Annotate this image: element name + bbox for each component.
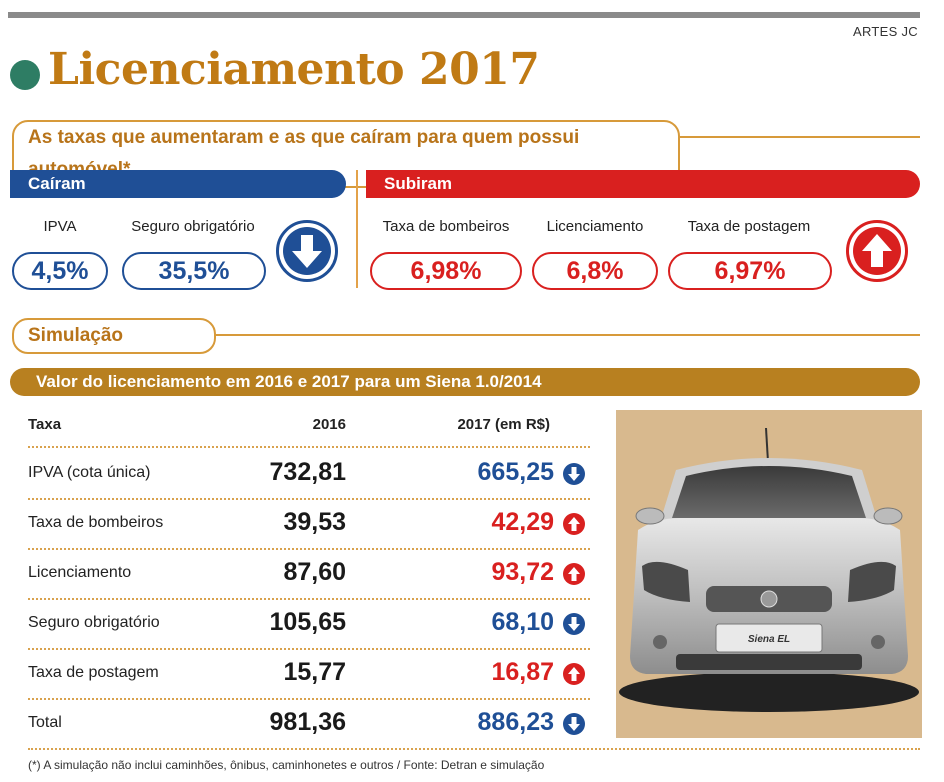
row-value-2017: 16,87 xyxy=(491,658,554,686)
rose-item-name: Licenciamento xyxy=(546,218,644,235)
row-value-2017: 42,29 xyxy=(491,508,554,536)
row-value-2016: 15,77 xyxy=(283,658,346,686)
rose-label: Subiram xyxy=(384,174,453,193)
row-value-2016: 39,53 xyxy=(283,508,346,536)
fell-item-value: 35,5% xyxy=(122,252,266,290)
row-separator xyxy=(28,598,590,600)
row-value-2016: 981,36 xyxy=(269,708,346,736)
row-separator xyxy=(28,498,590,500)
down-arrow-icon xyxy=(563,613,585,635)
row-value-2017: 93,72 xyxy=(491,558,554,586)
table-row: Taxa de bombeiros 39,53 42,29 xyxy=(28,500,590,550)
row-tax-name: Licenciamento xyxy=(28,564,132,581)
rose-item-value: 6,98% xyxy=(370,252,522,290)
row-separator xyxy=(28,446,590,448)
car-badge: Siena EL xyxy=(748,634,790,645)
credit: ARTES JC xyxy=(852,24,918,39)
up-arrow-icon xyxy=(563,663,585,685)
rose-item-value: 6,97% xyxy=(668,252,832,290)
down-arrow-icon xyxy=(563,463,585,485)
table-row: Total 981,36 886,23 xyxy=(28,700,590,750)
fell-label: Caíram xyxy=(28,174,86,193)
rose-item-value: 6,8% xyxy=(532,252,658,290)
row-tax-name: Taxa de postagem xyxy=(28,664,159,681)
row-value-2017: 665,25 xyxy=(477,458,554,486)
footnote-separator xyxy=(28,748,920,750)
row-tax-name: Total xyxy=(28,714,62,731)
row-separator xyxy=(28,648,590,650)
up-arrow-icon xyxy=(563,513,585,535)
row-value-2016: 105,65 xyxy=(269,608,346,636)
rose-item-name: Taxa de bombeiros xyxy=(382,218,510,235)
fell-item-value: 4,5% xyxy=(12,252,108,290)
up-arrow-icon xyxy=(563,563,585,585)
simulation-pill: Simulação xyxy=(12,318,216,354)
row-tax-name: IPVA (cota única) xyxy=(28,464,151,481)
down-arrow-icon xyxy=(563,713,585,735)
table-row: Seguro obrigatório 105,65 68,10 xyxy=(28,600,590,650)
simulation-rule xyxy=(216,334,920,336)
row-value-2016: 87,60 xyxy=(283,558,346,586)
table-row: Taxa de postagem 15,77 16,87 xyxy=(28,650,590,700)
row-value-2016: 732,81 xyxy=(269,458,346,486)
row-separator xyxy=(28,548,590,550)
row-value-2017: 68,10 xyxy=(491,608,554,636)
subtitle-rule xyxy=(680,136,920,138)
simulation-label: Simulação xyxy=(28,325,124,346)
fell-item-name: Seguro obrigatório xyxy=(131,218,255,235)
table-row: Licenciamento 87,60 93,72 xyxy=(28,550,590,600)
row-separator xyxy=(28,698,590,700)
car-photo: Siena EL xyxy=(616,410,922,738)
top-rule xyxy=(8,12,920,18)
rose-header: Subiram xyxy=(366,170,920,198)
table-title-bar: Valor do licenciamento em 2016 e 2017 pa… xyxy=(10,368,920,396)
table-row: IPVA (cota única) 732,81 665,25 xyxy=(28,450,590,500)
fell-item-name: IPVA xyxy=(43,218,77,235)
table-title: Valor do licenciamento em 2016 e 2017 pa… xyxy=(36,372,542,391)
down-arrow-icon xyxy=(276,220,338,282)
rose-item-name: Taxa de postagem xyxy=(687,218,811,235)
header-2016: 2016 xyxy=(312,416,346,433)
section-divider xyxy=(356,170,358,288)
footnote: (*) A simulação não inclui caminhões, ôn… xyxy=(28,758,545,772)
row-value-2017: 886,23 xyxy=(477,708,554,736)
header-tax: Taxa xyxy=(28,416,62,433)
page-title: Licenciamento 2017 xyxy=(48,44,540,95)
row-tax-name: Seguro obrigatório xyxy=(28,614,160,631)
fell-header: Caíram xyxy=(10,170,346,198)
up-arrow-icon xyxy=(846,220,908,282)
header-2017: 2017 (em R$) xyxy=(457,416,550,433)
row-tax-name: Taxa de bombeiros xyxy=(28,514,164,531)
title-bullet xyxy=(10,60,40,90)
